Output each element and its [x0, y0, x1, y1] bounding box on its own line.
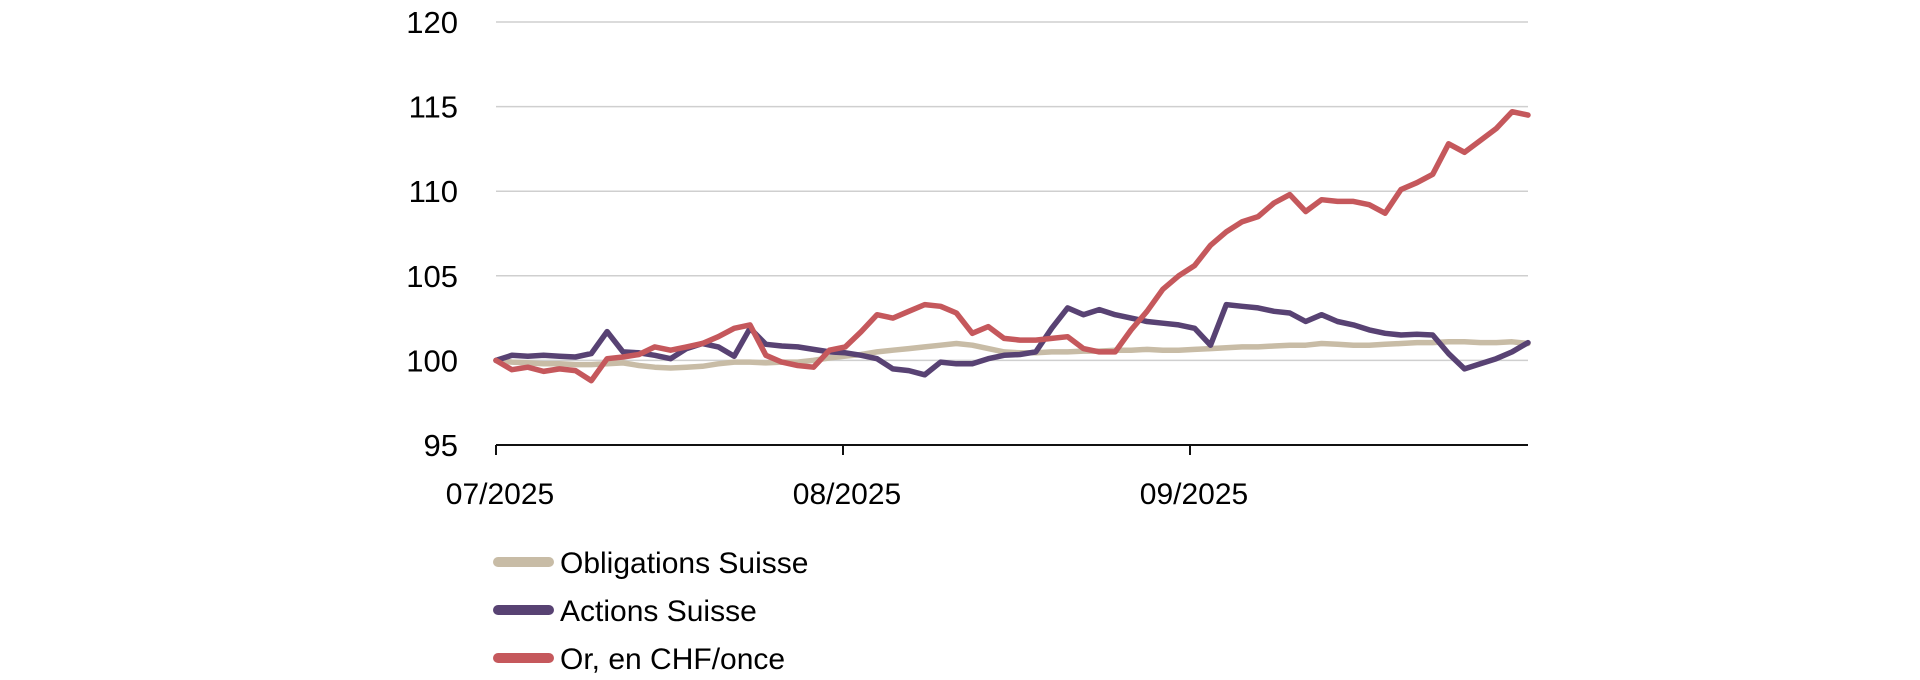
series-line-or-en-chf-once — [493, 108, 1531, 384]
legend: Obligations Suisse Actions Suisse Or, en C… — [493, 547, 808, 676]
y-axis-label-95: 95 — [424, 428, 458, 463]
legend-label-obligations-suisse: Obligations Suisse — [560, 547, 808, 580]
y-axis-label-105: 105 — [406, 259, 458, 294]
gridlines — [496, 21, 1528, 362]
x-axis-label-09-2025: 09/2025 — [1140, 478, 1248, 511]
y-axis-label-100: 100 — [406, 343, 458, 378]
x-axis-label-08-2025: 08/2025 — [793, 478, 901, 511]
legend-label-actions-suisse: Actions Suisse — [560, 595, 757, 628]
x-axis-label-07-2025: 07/2025 — [446, 478, 554, 511]
y-axis-labels: 95 100 105 110 115 120 — [406, 5, 458, 463]
x-axis-ticks: 07/2025 08/2025 09/2025 — [446, 445, 1248, 511]
y-axis-label-120: 120 — [406, 5, 458, 40]
series-line-actions-suisse — [493, 301, 1531, 378]
y-axis-label-110: 110 — [409, 174, 458, 209]
legend-label-or-en-chf-once: Or, en CHF/once — [560, 643, 785, 676]
y-axis-label-115: 115 — [409, 90, 458, 125]
